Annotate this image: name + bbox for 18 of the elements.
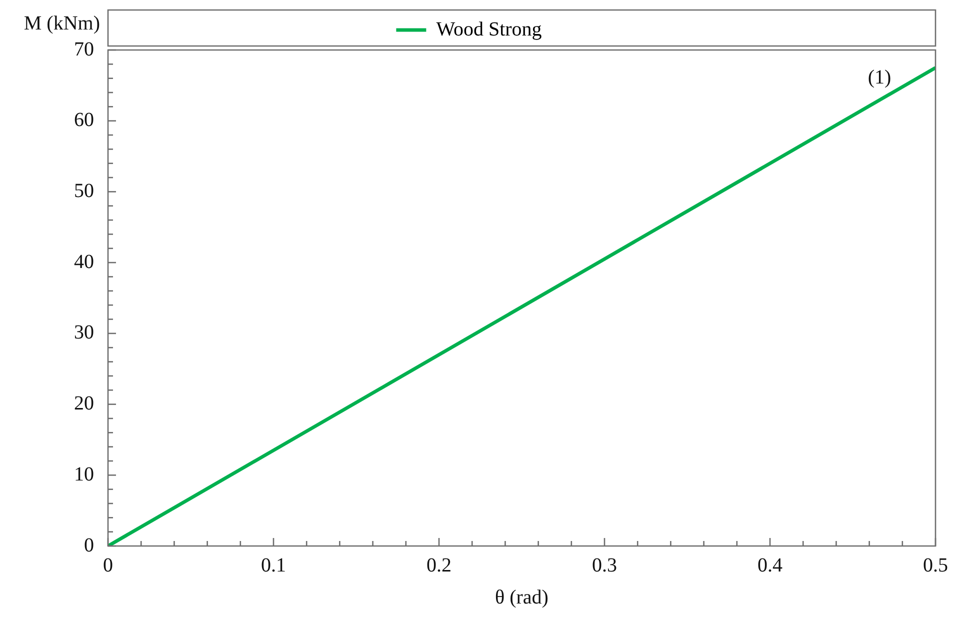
x-axis-title: θ (rad)	[495, 586, 548, 608]
x-tick-label: 0.2	[426, 554, 452, 576]
legend-label: Wood Strong	[436, 18, 542, 40]
y-tick-label: 20	[74, 392, 94, 415]
y-tick-label: 70	[74, 38, 94, 60]
y-axis-title: M (kNm)	[24, 12, 100, 34]
x-tick-label: 0.1	[261, 554, 286, 576]
y-tick-label: 60	[74, 109, 94, 132]
x-tick-label: 0.3	[592, 554, 617, 576]
annotation: (1)	[868, 66, 892, 88]
x-tick-label: 0.5	[923, 554, 948, 576]
y-tick-label: 10	[74, 463, 94, 486]
y-tick-label: 50	[74, 180, 94, 202]
y-tick-label: 40	[74, 250, 94, 273]
x-tick-label: 0	[103, 554, 113, 576]
y-tick-label: 0	[84, 534, 94, 556]
x-tick-label: 0.4	[758, 554, 782, 576]
y-tick-label: 30	[74, 322, 94, 344]
